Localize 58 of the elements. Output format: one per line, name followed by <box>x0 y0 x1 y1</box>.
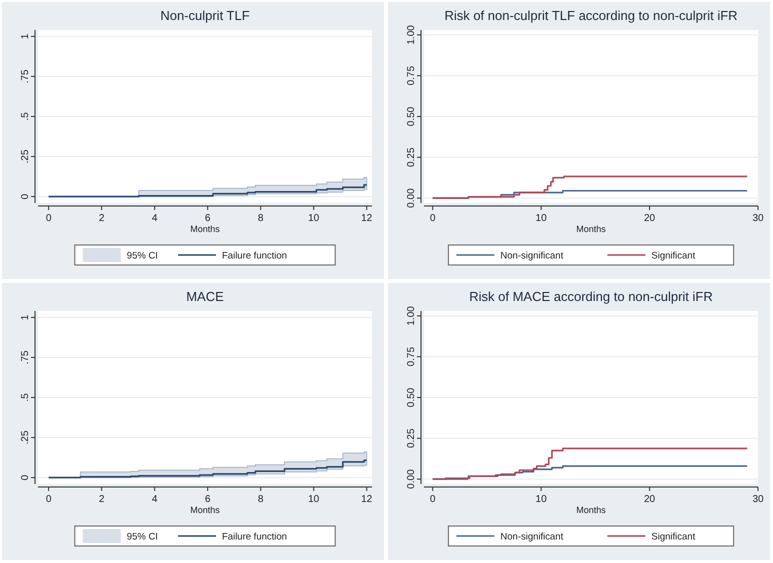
x-tick-label: 6 <box>204 213 211 224</box>
legend-label: Non-significant <box>500 250 564 262</box>
x-tick-label: 12 <box>361 213 373 224</box>
y-tick-label: 0 <box>20 193 31 200</box>
chart-title: Non-culprit TLF <box>160 8 250 23</box>
y-tick-label: .75 <box>20 69 31 84</box>
x-tick-label: 6 <box>204 494 211 505</box>
y-tick-label: .5 <box>20 112 31 121</box>
y-tick-label: 0 <box>20 474 31 480</box>
y-tick-label: 0.50 <box>406 387 417 408</box>
x-tick-label: 10 <box>536 494 548 505</box>
y-tick-label: .5 <box>20 392 31 402</box>
y-tick-label: 1.00 <box>406 306 417 326</box>
x-axis-title: Months <box>190 224 220 234</box>
x-axis-title: Months <box>190 505 220 515</box>
x-tick-label: 0 <box>46 494 52 505</box>
text: 95% CI <box>126 250 158 262</box>
text: 95% CI <box>126 532 158 542</box>
x-tick-label: 30 <box>752 494 764 505</box>
chart-title: Risk of non-culprit TLF according to non-culprit iFR <box>444 8 738 23</box>
x-tick-label: 2 <box>98 494 105 505</box>
x-tick-label: 2 <box>98 213 105 224</box>
x-tick-label: 30 <box>752 213 764 224</box>
x-tick-label: 20 <box>644 213 656 224</box>
y-tick-label: 1.00 <box>406 24 417 45</box>
legend-label: Failure function <box>222 532 287 542</box>
y-tick-label: .75 <box>20 350 31 364</box>
y-tick-label: 0.75 <box>406 66 417 86</box>
x-tick-label: 20 <box>644 494 656 505</box>
y-tick-label: .25 <box>20 430 31 444</box>
legend-label: Significant <box>651 250 696 262</box>
y-tick-label: 0.25 <box>406 147 417 168</box>
x-tick-label: 4 <box>152 213 158 224</box>
x-tick-label: 10 <box>536 213 548 224</box>
x-tick-label: 0 <box>430 494 436 505</box>
chart-title: Risk of MACE according to non-culprit iFR <box>469 289 713 304</box>
x-tick-label: 10 <box>308 494 320 505</box>
y-tick-label: 0.75 <box>406 346 417 366</box>
legend-label: Non-significant <box>500 532 564 542</box>
legend-label: Failure function <box>222 250 287 262</box>
chart-title: MACE <box>186 289 224 304</box>
y-tick-label: 0.00 <box>406 188 417 208</box>
y-tick-label: .25 <box>20 149 31 164</box>
x-tick-label: 8 <box>258 213 264 224</box>
y-tick-label: 1 <box>20 314 31 320</box>
x-tick-label: 10 <box>308 213 320 224</box>
x-axis-title: Months <box>576 505 606 515</box>
legend-label: Significant <box>651 532 696 542</box>
x-tick-label: 0 <box>430 213 436 224</box>
y-tick-label: 0.50 <box>406 106 417 126</box>
x-tick-label: 0 <box>46 213 52 224</box>
y-tick-label: 0.00 <box>406 468 417 489</box>
x-tick-label: 4 <box>152 494 158 505</box>
y-tick-label: 0.25 <box>406 428 417 448</box>
x-tick-label: 12 <box>361 494 373 505</box>
y-tick-label: 1 <box>20 33 31 40</box>
x-axis-title: Months <box>576 224 606 234</box>
x-tick-label: 8 <box>258 494 264 505</box>
